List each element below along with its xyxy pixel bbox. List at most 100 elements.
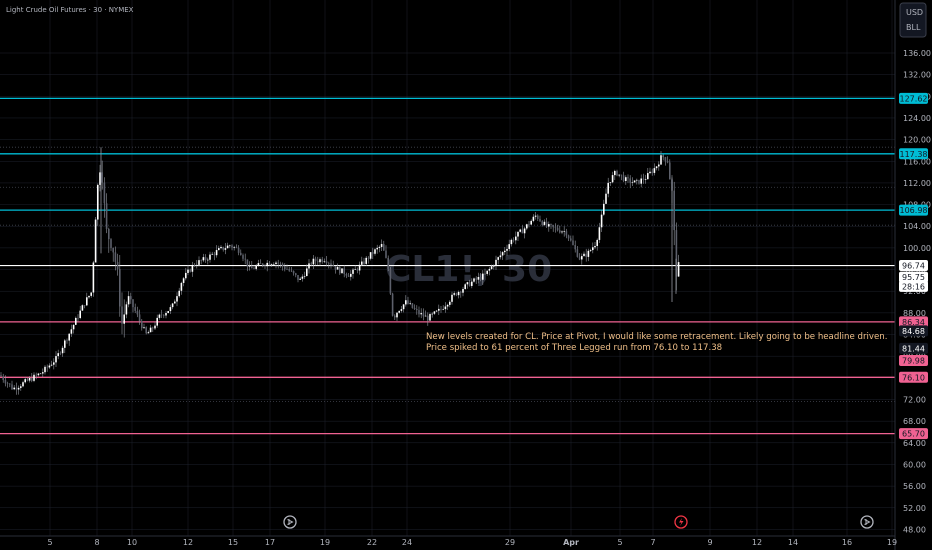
candle-body <box>72 324 75 330</box>
price-tick-label: 52.00 <box>903 504 926 513</box>
candle-body <box>231 245 233 248</box>
candle-body <box>229 245 231 247</box>
candle-body <box>292 270 295 274</box>
candle-body <box>114 252 117 262</box>
candle-body <box>528 224 530 225</box>
level-tag-label: 117.38 <box>900 150 928 159</box>
candle-body <box>141 321 143 329</box>
earnings-flash-icon[interactable] <box>674 515 688 529</box>
economic-event-icon[interactable] <box>283 515 297 529</box>
candle-body <box>433 311 436 314</box>
time-tick-label: 15 <box>228 538 238 547</box>
candle-body <box>125 304 128 315</box>
level-tag-box <box>899 371 928 383</box>
candle-body <box>385 250 387 258</box>
candle-body <box>484 273 486 275</box>
candle-body <box>81 305 84 311</box>
candle-body <box>218 248 220 251</box>
candle-body <box>517 231 519 237</box>
candle-body <box>631 182 634 183</box>
candle-body <box>345 273 348 276</box>
level-tag-label: 65.70 <box>902 430 925 439</box>
time-tick-label: 12 <box>183 538 193 547</box>
candle-body <box>233 247 235 248</box>
candle-body <box>387 257 389 270</box>
time-tick-label: 16 <box>842 538 852 547</box>
candle-body <box>625 177 627 181</box>
time-tick-label: 14 <box>788 538 798 547</box>
price-tick-label: 68.00 <box>903 417 926 426</box>
time-tick-label: 8 <box>94 538 99 547</box>
candle-body <box>145 327 147 334</box>
candle-body <box>11 384 13 390</box>
grid-lines <box>0 0 895 536</box>
level-tag-label: 127.62 <box>900 94 928 103</box>
candle-body <box>354 269 356 270</box>
price-tick-label: 56.00 <box>903 482 926 491</box>
candle-body <box>119 269 121 307</box>
candle-body <box>178 290 180 297</box>
candle-body <box>651 171 653 173</box>
candle-body <box>416 308 418 311</box>
annotation-line-2[interactable]: Price spiked to 61 percent of Three Legg… <box>426 343 722 353</box>
candle-body <box>57 353 59 357</box>
candle-body <box>123 314 125 324</box>
candle-body <box>213 253 216 256</box>
candle-body <box>215 250 218 256</box>
price-tick-label: 60.00 <box>903 460 926 469</box>
candle-body <box>204 257 207 260</box>
candle-body <box>182 278 185 283</box>
candle-body <box>99 172 101 185</box>
candle-body <box>616 170 618 176</box>
candle-body <box>48 365 51 368</box>
candle-body <box>163 314 165 316</box>
candle-body <box>295 273 297 276</box>
candle-body <box>193 264 196 266</box>
candle-body <box>187 269 189 273</box>
candle-body <box>521 229 524 234</box>
economic-event-icon-2[interactable] <box>860 515 874 529</box>
candle-body <box>314 258 317 262</box>
candle-body <box>460 291 462 293</box>
candle-body <box>658 164 660 167</box>
candle-body <box>79 310 81 318</box>
price-tick-label: 132.00 <box>903 71 931 80</box>
candle-body <box>490 266 493 269</box>
candle-body <box>226 245 229 249</box>
candle-body <box>198 260 200 265</box>
level-tag-label: 86.34 <box>902 318 925 327</box>
time-tick-label: 19 <box>320 538 330 547</box>
price-tag-box <box>899 342 928 354</box>
candle-body <box>655 166 658 169</box>
candle-body <box>301 276 304 279</box>
candle-body <box>132 299 134 308</box>
candle-body <box>543 221 546 225</box>
candle-body <box>156 317 158 326</box>
price-tick-label: 100.00 <box>903 244 931 253</box>
level-tag-label: 76.10 <box>902 373 925 382</box>
horizontal-levels[interactable] <box>0 97 895 435</box>
candle-body <box>523 228 526 234</box>
candle-body <box>378 246 381 248</box>
time-tick-label: 10 <box>127 538 137 547</box>
candle-body <box>391 293 394 316</box>
candle-body <box>482 273 484 280</box>
candle-body <box>26 379 29 381</box>
candle-body <box>636 179 638 181</box>
price-tick-label: 104.00 <box>903 222 931 231</box>
time-tick-label: 9 <box>707 538 712 547</box>
currency-button-box[interactable] <box>899 2 927 38</box>
candle-body <box>620 174 623 176</box>
candle-body <box>554 227 557 228</box>
annotation-line-1[interactable]: New levels created for CL. Price at Pivo… <box>426 332 887 342</box>
candle-body <box>303 276 306 277</box>
candle-body <box>537 215 539 219</box>
candle-body <box>53 362 55 365</box>
candle-body <box>200 260 202 261</box>
candle-body <box>165 313 167 316</box>
candle-body <box>455 293 458 296</box>
candle-body <box>136 310 139 315</box>
candle-body <box>605 193 607 204</box>
candle-body <box>497 257 499 260</box>
